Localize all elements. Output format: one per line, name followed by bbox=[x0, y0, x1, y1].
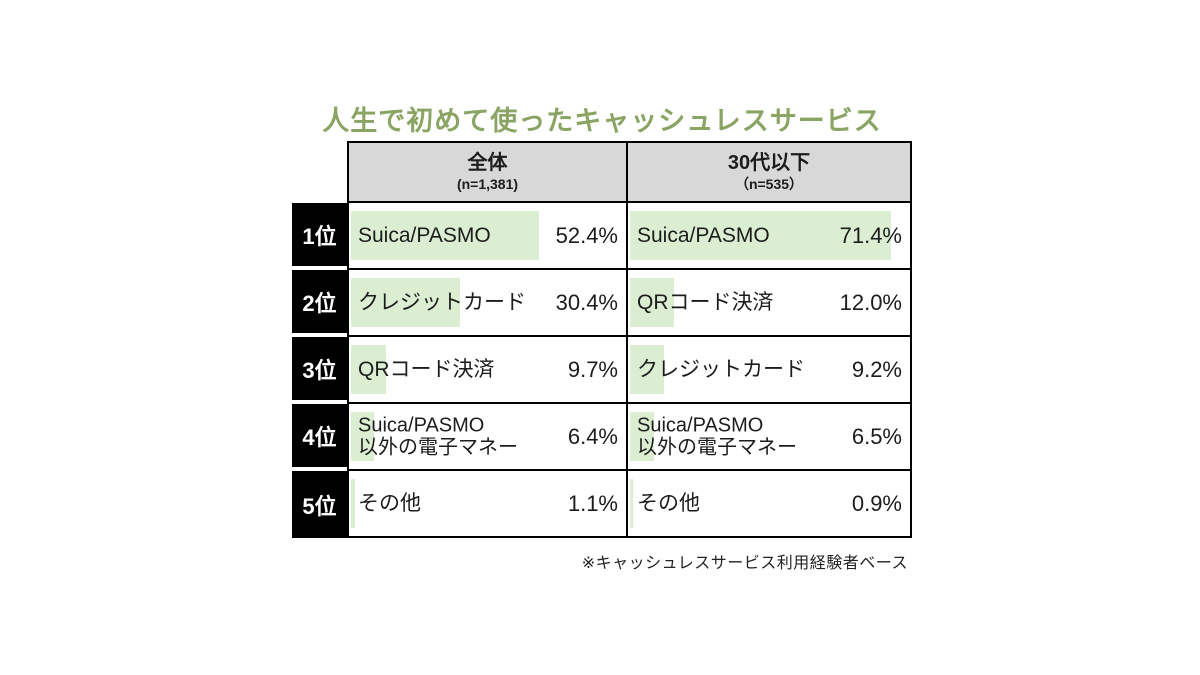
service-label: Suica/PASMO bbox=[358, 224, 491, 248]
service-label-line2: 以外の電子マネー bbox=[358, 436, 518, 459]
percent-value: 0.9% bbox=[851, 490, 902, 516]
data-cell: Suica/PASMO 52.4% bbox=[347, 203, 628, 270]
percent-value: 71.4% bbox=[839, 222, 902, 248]
value-bar bbox=[351, 278, 461, 327]
rank-cell: 4位 bbox=[292, 404, 347, 471]
data-cell: QRコード決済 12.0% bbox=[628, 270, 912, 337]
percent-value: 9.2% bbox=[851, 356, 902, 382]
value-bar bbox=[630, 278, 674, 327]
column-header-label: 全体 bbox=[467, 151, 508, 174]
column-header-sample-size: (n=1,381) bbox=[456, 175, 519, 192]
service-label: Suica/PASMO 以外の電子マネー bbox=[637, 414, 797, 459]
footnote: ※キャッシュレスサービス利用経験者ベース bbox=[581, 555, 908, 572]
service-label: Suica/PASMO 以外の電子マネー bbox=[358, 414, 518, 459]
rank-cell: 2位 bbox=[292, 270, 347, 337]
percent-value: 30.4% bbox=[555, 289, 618, 315]
column-header-sample-size: （n=535） bbox=[734, 175, 804, 192]
ranking-table: 全体 (n=1,381) 30代以下 （n=535） 1位 Suica/PASM… bbox=[292, 141, 912, 538]
service-label: クレジットカード bbox=[637, 358, 805, 382]
rank-cell: 3位 bbox=[292, 337, 347, 404]
percent-value: 6.5% bbox=[851, 423, 902, 449]
service-label-line1: Suica/PASMO bbox=[358, 223, 491, 247]
data-cell: QRコード決済 9.7% bbox=[347, 337, 628, 404]
column-header-under-30s: 30代以下 （n=535） bbox=[628, 141, 912, 203]
page-title: 人生で初めて使ったキャッシュレスサービス bbox=[322, 106, 882, 136]
service-label: Suica/PASMO bbox=[637, 224, 770, 248]
service-label-line1: Suica/PASMO bbox=[637, 223, 770, 247]
percent-value: 52.4% bbox=[555, 222, 618, 248]
percent-value: 6.4% bbox=[567, 423, 618, 449]
value-bar bbox=[630, 345, 664, 394]
rank-cell: 5位 bbox=[292, 471, 347, 538]
data-cell: Suica/PASMO 以外の電子マネー 6.5% bbox=[628, 404, 912, 471]
percent-value: 12.0% bbox=[839, 289, 902, 315]
data-cell: クレジットカード 30.4% bbox=[347, 270, 628, 337]
column-header-label: 30代以下 bbox=[727, 151, 811, 174]
value-bar bbox=[351, 412, 375, 461]
table-row: 5位 その他 1.1% その他 0.9% bbox=[292, 471, 912, 538]
table-header-row: 全体 (n=1,381) 30代以下 （n=535） bbox=[347, 141, 912, 203]
service-label: QRコード決済 bbox=[358, 358, 495, 382]
service-label-line1: QRコード決済 bbox=[637, 290, 774, 314]
percent-value: 1.1% bbox=[567, 490, 618, 516]
value-bar bbox=[351, 211, 540, 260]
data-cell: Suica/PASMO 71.4% bbox=[628, 203, 912, 270]
service-label: その他 bbox=[358, 492, 421, 516]
percent-value: 9.7% bbox=[567, 356, 618, 382]
service-label-line1: Suica/PASMO bbox=[358, 414, 485, 437]
column-header-overall: 全体 (n=1,381) bbox=[347, 141, 628, 203]
service-label-line1: クレジットカード bbox=[637, 357, 805, 381]
service-label-line1: その他 bbox=[358, 491, 421, 515]
service-label-line1: QRコード決済 bbox=[358, 357, 495, 381]
table-row: 2位 クレジットカード 30.4% QRコード決済 12.0% bbox=[292, 270, 912, 337]
service-label-line1: クレジットカード bbox=[358, 290, 526, 314]
service-label-line1: その他 bbox=[637, 491, 700, 515]
value-bar bbox=[630, 412, 654, 461]
value-bar bbox=[351, 479, 355, 528]
data-cell: その他 0.9% bbox=[628, 471, 912, 538]
data-cell: Suica/PASMO 以外の電子マネー 6.4% bbox=[347, 404, 628, 471]
service-label: その他 bbox=[637, 492, 700, 516]
value-bar bbox=[630, 211, 892, 260]
service-label: クレジットカード bbox=[358, 291, 526, 315]
service-label: QRコード決済 bbox=[637, 291, 774, 315]
table-row: 4位 Suica/PASMO 以外の電子マネー 6.4% Suica/PASMO… bbox=[292, 404, 912, 471]
table-row: 1位 Suica/PASMO 52.4% Suica/PASMO 71.4% bbox=[292, 203, 912, 270]
service-label-line2: 以外の電子マネー bbox=[637, 436, 797, 459]
table-body: 1位 Suica/PASMO 52.4% Suica/PASMO 71.4% 2… bbox=[292, 203, 912, 538]
value-bar bbox=[630, 479, 634, 528]
data-cell: その他 1.1% bbox=[347, 471, 628, 538]
value-bar bbox=[351, 345, 386, 394]
rank-cell: 1位 bbox=[292, 203, 347, 270]
data-cell: クレジットカード 9.2% bbox=[628, 337, 912, 404]
service-label-line1: Suica/PASMO bbox=[637, 414, 764, 437]
table-row: 3位 QRコード決済 9.7% クレジットカード 9.2% bbox=[292, 337, 912, 404]
